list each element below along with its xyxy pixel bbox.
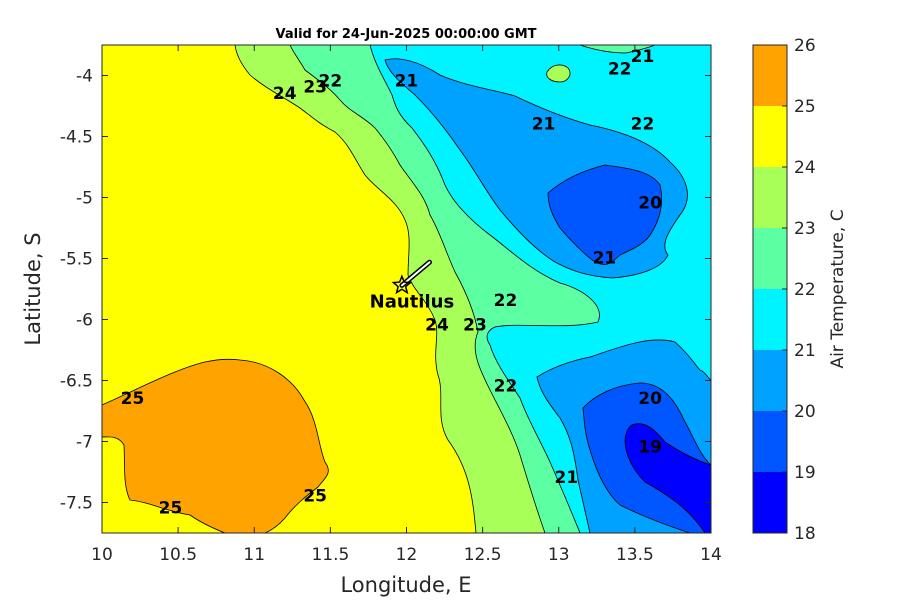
y-tick-label: -6 bbox=[76, 311, 93, 331]
colorbar-swatch bbox=[753, 350, 787, 411]
colorbar-tick-label: 26 bbox=[794, 36, 816, 56]
station-marker: Nautilus bbox=[370, 259, 455, 312]
y-tick-label: -5 bbox=[76, 189, 93, 209]
contour-label-22: 22 bbox=[608, 59, 632, 79]
y-axis: -4 -4.5 -5 -5.5 -6 -6.5 -7 -7.5 bbox=[60, 67, 711, 514]
contour-label-21: 21 bbox=[532, 114, 556, 134]
x-tick-label: 11 bbox=[243, 545, 265, 565]
x-axis-label: Longitude, E bbox=[340, 573, 471, 597]
contour-label-22: 22 bbox=[631, 114, 655, 134]
colorbar-swatch bbox=[753, 411, 787, 472]
x-tick-label: 13.5 bbox=[616, 545, 654, 565]
colorbar-tick-label: 21 bbox=[794, 341, 816, 361]
contour-label-22: 22 bbox=[319, 72, 343, 92]
x-axis: 10 10.5 11 11.5 12 12.5 13 13.5 14 bbox=[91, 45, 722, 565]
region-small-22-23 bbox=[546, 64, 571, 83]
colorbar-tick-label: 18 bbox=[794, 524, 816, 544]
contour-label-21: 21 bbox=[631, 47, 655, 67]
station-star-icon bbox=[391, 274, 413, 295]
contour-label-24: 24 bbox=[425, 316, 449, 336]
colorbar-swatch bbox=[753, 106, 787, 167]
x-tick-label: 14 bbox=[700, 545, 722, 565]
colorbar-swatch bbox=[753, 228, 787, 289]
colorbar-swatch bbox=[753, 472, 787, 533]
contour-label-25: 25 bbox=[303, 486, 327, 506]
contour-label-23: 23 bbox=[303, 78, 327, 98]
y-tick-label: -6.5 bbox=[60, 372, 93, 392]
x-tick-label: 10 bbox=[91, 545, 113, 565]
colorbar-swatch bbox=[753, 167, 787, 228]
y-tick-label: -4 bbox=[76, 67, 93, 87]
colorbar-swatch bbox=[753, 45, 787, 106]
y-tick-label: -7 bbox=[76, 433, 93, 453]
station-label: Nautilus bbox=[370, 291, 455, 312]
wind-arrow-highlight bbox=[400, 261, 431, 287]
contour-label-23: 23 bbox=[463, 316, 487, 336]
region-18-19 bbox=[624, 423, 711, 533]
plot-area: 2525252424232322222222222121212121202019… bbox=[102, 45, 711, 533]
colorbar-swatch bbox=[753, 289, 787, 350]
colorbar-tick-label: 23 bbox=[794, 219, 816, 239]
x-tick-label: 10.5 bbox=[159, 545, 197, 565]
region-19-20 bbox=[547, 164, 711, 533]
colorbar bbox=[752, 44, 788, 534]
x-tick-label: 13 bbox=[548, 545, 570, 565]
colorbar-tick-label: 25 bbox=[794, 97, 816, 117]
y-tick-label: -5.5 bbox=[60, 250, 93, 270]
contour-label-21: 21 bbox=[555, 468, 579, 488]
contour-label-21: 21 bbox=[593, 249, 617, 269]
contour-label-22: 22 bbox=[494, 291, 518, 311]
chart-title: Valid for 24-Jun-2025 00:00:00 GMT bbox=[276, 27, 537, 42]
y-axis-label: Latitude, S bbox=[21, 232, 45, 345]
colorbar-tick-label: 20 bbox=[794, 402, 816, 422]
contour-label-19: 19 bbox=[638, 438, 662, 458]
contour-label-24: 24 bbox=[273, 84, 297, 104]
y-tick-label: -4.5 bbox=[60, 128, 93, 148]
region-25-26 bbox=[102, 358, 329, 533]
y-tick-label: -7.5 bbox=[60, 494, 93, 514]
x-tick-label: 11.5 bbox=[311, 545, 349, 565]
colorbar-ticks: 18 19 20 21 22 23 24 25 26 bbox=[782, 36, 816, 544]
contour-label-21: 21 bbox=[395, 72, 419, 92]
contour-label-22: 22 bbox=[494, 377, 518, 397]
colorbar-tick-label: 22 bbox=[794, 280, 816, 300]
contour-label-25: 25 bbox=[121, 389, 145, 409]
x-tick-label: 12.5 bbox=[464, 545, 502, 565]
contour-label-20: 20 bbox=[638, 389, 662, 409]
contour-label-25: 25 bbox=[159, 499, 183, 519]
colorbar-tick-label: 19 bbox=[794, 463, 816, 483]
x-tick-label: 12 bbox=[396, 545, 418, 565]
colorbar-tick-label: 24 bbox=[794, 158, 816, 178]
contour-label-20: 20 bbox=[638, 194, 662, 214]
colorbar-label: Air Temperature, C bbox=[828, 209, 848, 368]
